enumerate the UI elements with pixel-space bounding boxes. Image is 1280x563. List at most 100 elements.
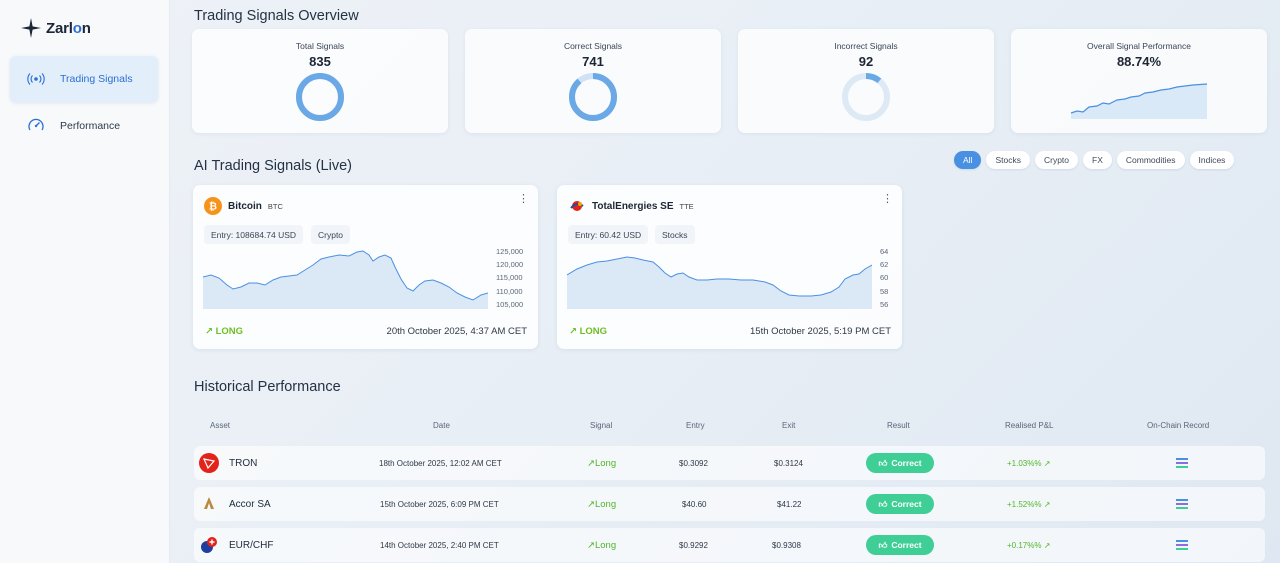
entry-tag: Entry: 108684.74 USD <box>204 225 304 244</box>
asset-ticker: TTE <box>679 201 694 211</box>
donut-correct <box>569 73 617 121</box>
stat-card-incorrect: Incorrect Signals 92 <box>738 29 994 133</box>
filter-fx[interactable]: FX <box>1083 151 1112 169</box>
asset-name: TotalEnergies SE <box>592 200 674 212</box>
stat-card-performance: Overall Signal Performance 88.74% <box>1011 29 1267 133</box>
sparkle-logo-icon <box>21 18 41 38</box>
axis-tick: 58 <box>880 287 889 296</box>
price-chart-totalenergies <box>567 256 872 309</box>
stat-label: Total Signals <box>295 41 345 51</box>
axis-tick: 125,000 <box>496 247 524 256</box>
row-entry: $40.60 <box>682 499 707 509</box>
sidebar-item-trading-signals[interactable]: Trading Signals <box>10 56 158 102</box>
entry-tag: Entry: 60.42 USD <box>568 225 649 244</box>
bitcoin-icon: ₿ <box>204 197 222 215</box>
axis-tick: 105,000 <box>496 300 524 309</box>
row-pnl: +0.17%% ↗ <box>1007 540 1051 550</box>
row-date: 14th October 2025, 2:40 PM CET <box>380 540 499 550</box>
gauge-icon <box>26 116 46 136</box>
trend-up-icon: ↗ <box>587 539 595 551</box>
signal-time: 15th October 2025, 5:19 PM CET <box>750 326 891 337</box>
asset-ticker: BTC <box>267 201 283 211</box>
more-options-icon[interactable]: ⋮ <box>882 193 893 205</box>
asset-name: TRON <box>229 457 258 469</box>
filter-bar: All Stocks Crypto FX Commodities Indices <box>954 151 1235 169</box>
sidebar-item-label: Trading Signals <box>60 73 133 85</box>
axis-tick: 60 <box>880 273 889 282</box>
column-header-signal: Signal <box>590 421 613 430</box>
onchain-record-icon[interactable] <box>1176 446 1188 480</box>
onchain-record-icon[interactable] <box>1176 487 1188 521</box>
signal-direction: ↗ LONG <box>569 326 608 337</box>
tron-icon <box>199 446 219 480</box>
row-pnl: +1.52%% ↗ <box>1007 499 1051 509</box>
category-tag: Stocks <box>655 225 695 244</box>
signal-header: TotalEnergies SE TTE <box>568 197 694 215</box>
brand-logo[interactable]: Zarlon <box>20 17 91 39</box>
axis-tick: 62 <box>880 260 889 269</box>
stat-card-total: Total Signals 835 <box>192 29 448 133</box>
trend-up-icon: ↗ <box>569 326 580 337</box>
history-title: Historical Performance <box>194 379 341 395</box>
result-badge[interactable]: 👍︎ Correct <box>866 487 934 521</box>
more-options-icon[interactable]: ⋮ <box>518 193 529 205</box>
filter-stocks[interactable]: Stocks <box>986 151 1030 169</box>
thumbs-up-icon: 👍︎ <box>878 457 888 468</box>
trend-up-icon: ↗ <box>587 498 595 510</box>
brand-name: Zarlon <box>46 19 91 37</box>
stat-label: Overall Signal Performance <box>1087 41 1191 51</box>
totalenergies-logo-icon <box>570 201 584 211</box>
column-header-date: Date <box>433 421 450 430</box>
price-chart-bitcoin <box>203 250 488 309</box>
table-row[interactable]: Accor SA 15th October 2025, 6:09 PM CET … <box>194 487 1265 521</box>
sidebar-item-label: Performance <box>60 120 121 132</box>
column-header-result: Result <box>887 421 910 430</box>
stat-value: 88.74% <box>1116 54 1162 69</box>
asset-name: EUR/CHF <box>229 539 274 551</box>
axis-tick: 120,000 <box>496 260 524 269</box>
accor-logo-icon <box>199 487 219 521</box>
signal-header: ₿ Bitcoin BTC <box>204 197 283 215</box>
filter-commodities[interactable]: Commodities <box>1116 151 1185 169</box>
filter-all[interactable]: All <box>954 151 982 169</box>
signal-card-bitcoin[interactable]: ₿ Bitcoin BTC ⋮ Entry: 108684.74 USD Cry… <box>193 185 538 349</box>
axis-tick: 56 <box>880 300 889 309</box>
filter-crypto[interactable]: Crypto <box>1034 151 1079 169</box>
row-entry: $0.9292 <box>679 540 708 550</box>
signal-card-totalenergies[interactable]: TotalEnergies SE TTE ⋮ Entry: 60.42 USD … <box>557 185 902 349</box>
sidebar: Zarlon Trading Signals Performance <box>0 0 170 563</box>
row-signal: ↗ Long <box>587 539 617 551</box>
column-header-onchain: On-Chain Record <box>1147 421 1210 430</box>
category-tag: Crypto <box>311 225 351 244</box>
table-row[interactable]: TRON 18th October 2025, 12:02 AM CET ↗ Lo… <box>194 446 1265 480</box>
result-badge[interactable]: 👍︎ Correct <box>866 528 934 562</box>
signal-time: 20th October 2025, 4:37 AM CET <box>386 326 527 337</box>
signal-direction: ↗ LONG <box>205 326 244 337</box>
result-badge[interactable]: 👍︎ Correct <box>866 446 934 480</box>
row-exit: $0.3124 <box>774 458 803 468</box>
axis-tick: 64 <box>880 247 889 256</box>
stat-label: Incorrect Signals <box>834 41 898 51</box>
row-exit: $0.9308 <box>772 540 801 550</box>
stat-value: 835 <box>309 54 331 69</box>
radio-waves-icon <box>26 69 46 89</box>
column-header-entry: Entry <box>686 421 705 430</box>
filter-indices[interactable]: Indices <box>1189 151 1235 169</box>
row-date: 18th October 2025, 12:02 AM CET <box>379 458 502 468</box>
onchain-record-icon[interactable] <box>1176 528 1188 562</box>
trend-up-icon: ↗ <box>1043 458 1051 468</box>
trend-up-icon: ↗ <box>205 326 216 337</box>
stat-value: 741 <box>582 54 604 69</box>
row-entry: $0.3092 <box>679 458 708 468</box>
table-row[interactable]: EUR/CHF 14th October 2025, 2:40 PM CET ↗… <box>194 528 1265 562</box>
asset-name: Accor SA <box>229 498 271 510</box>
row-pnl: +1.03%% ↗ <box>1007 458 1051 468</box>
stat-label: Correct Signals <box>563 41 623 51</box>
overview-title: Trading Signals Overview <box>194 8 359 24</box>
eur-chf-flag-icon <box>199 528 219 562</box>
row-signal: ↗ Long <box>587 457 617 469</box>
row-exit: $41.22 <box>777 499 802 509</box>
column-header-pnl: Realised P&L <box>1005 421 1054 430</box>
sidebar-item-performance[interactable]: Performance <box>10 103 158 149</box>
column-header-asset: Asset <box>210 421 231 430</box>
